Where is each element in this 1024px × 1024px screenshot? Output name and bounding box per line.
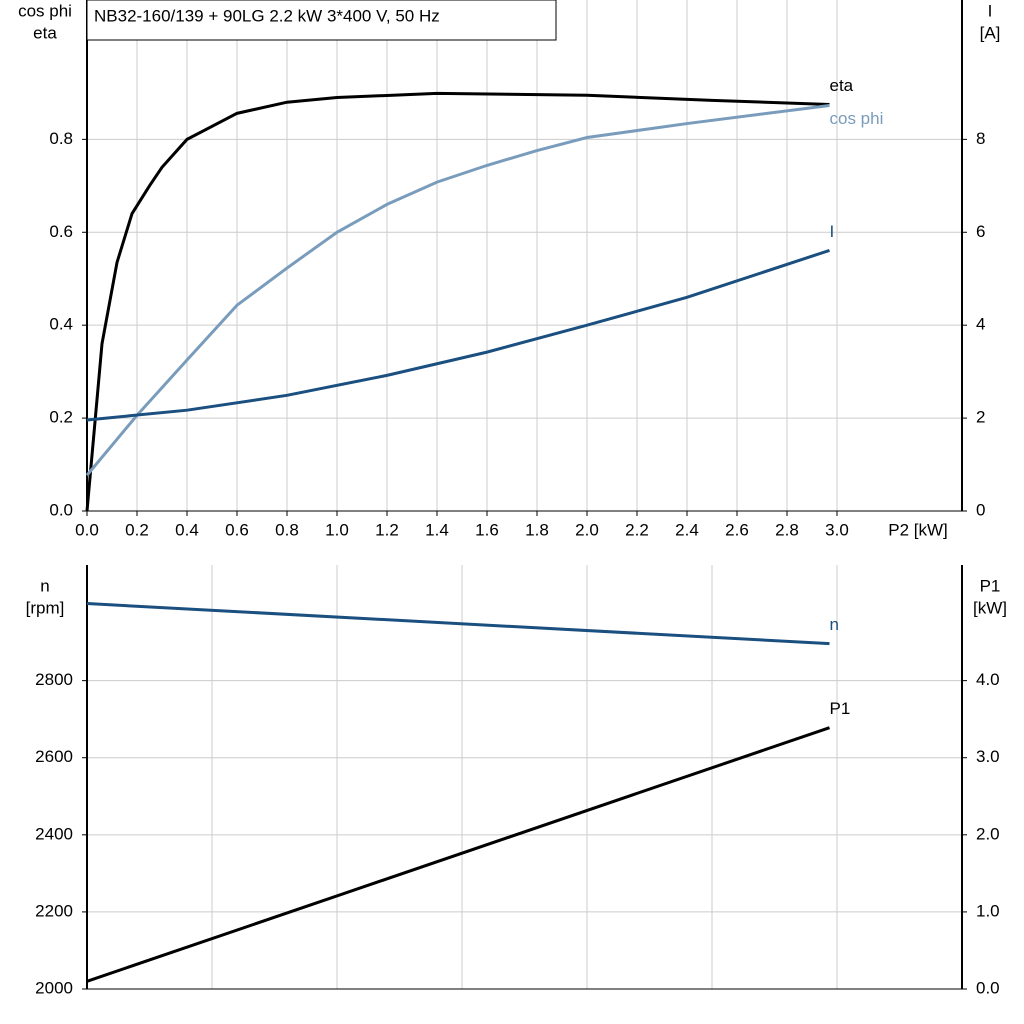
series-label: n xyxy=(830,615,839,634)
x-tick-label: 2.2 xyxy=(625,520,649,539)
x-tick-label: 2.4 xyxy=(675,520,699,539)
y-axis-label: n xyxy=(40,576,49,595)
y2-tick-label: 3.0 xyxy=(976,747,1000,766)
y-tick-label: 0.2 xyxy=(49,408,73,427)
x-tick-label: 0.4 xyxy=(175,520,199,539)
x-tick-label: 2.8 xyxy=(775,520,799,539)
y2-axis-label: [kW] xyxy=(973,598,1007,617)
y2-tick-label: 4 xyxy=(976,315,985,334)
y-tick-label: 2400 xyxy=(35,824,73,843)
x-tick-label: 0.8 xyxy=(275,520,299,539)
x-tick-label: 1.0 xyxy=(325,520,349,539)
y-tick-label: 2000 xyxy=(35,978,73,997)
x-tick-label: 1.2 xyxy=(375,520,399,539)
y-tick-label: 2800 xyxy=(35,670,73,689)
y2-tick-label: 0.0 xyxy=(976,978,1000,997)
x-tick-label: 0.6 xyxy=(225,520,249,539)
y-axis-label: cos phi xyxy=(18,1,72,20)
y2-tick-label: 8 xyxy=(976,129,985,148)
y-tick-label: 0.4 xyxy=(49,315,73,334)
x-axis-label: P2 [kW] xyxy=(888,520,948,539)
y2-tick-label: 0 xyxy=(976,500,985,519)
y-tick-label: 2600 xyxy=(35,747,73,766)
series-label: eta xyxy=(830,76,854,95)
line-series xyxy=(86,726,830,983)
line-series xyxy=(85,91,830,512)
y2-tick-label: 2 xyxy=(976,408,985,427)
y2-axis-label: P1 xyxy=(980,576,1001,595)
series-label: P1 xyxy=(830,699,851,718)
x-tick-label: 0.2 xyxy=(125,520,149,539)
y-axis-label: [rpm] xyxy=(26,598,65,617)
y-axis-label: eta xyxy=(33,23,57,42)
line-series xyxy=(86,248,830,422)
y2-axis-label: [A] xyxy=(980,23,1001,42)
x-tick-label: 3.0 xyxy=(825,520,849,539)
line-series xyxy=(85,103,830,477)
x-tick-label: 1.8 xyxy=(525,520,549,539)
y2-axis-label: I xyxy=(988,1,993,20)
y-tick-label: 0.0 xyxy=(49,500,73,519)
series-label: cos phi xyxy=(830,109,884,128)
y2-tick-label: 2.0 xyxy=(976,824,1000,843)
x-tick-label: 2.6 xyxy=(725,520,749,539)
y-tick-label: 0.6 xyxy=(49,222,73,241)
x-tick-label: 1.4 xyxy=(425,520,449,539)
y2-tick-label: 4.0 xyxy=(976,670,1000,689)
y2-tick-label: 6 xyxy=(976,222,985,241)
title-box xyxy=(86,0,557,41)
series-label: I xyxy=(830,222,835,241)
x-tick-label: 1.6 xyxy=(475,520,499,539)
chart-title: NB32-160/139 + 90LG 2.2 kW 3*400 V, 50 H… xyxy=(94,6,440,25)
y-tick-label: 2200 xyxy=(35,901,73,920)
y-tick-label: 0.8 xyxy=(49,129,73,148)
line-series xyxy=(86,602,830,646)
x-tick-label: 2.0 xyxy=(575,520,599,539)
x-tick-label: 0.0 xyxy=(75,520,99,539)
y2-tick-label: 1.0 xyxy=(976,901,1000,920)
